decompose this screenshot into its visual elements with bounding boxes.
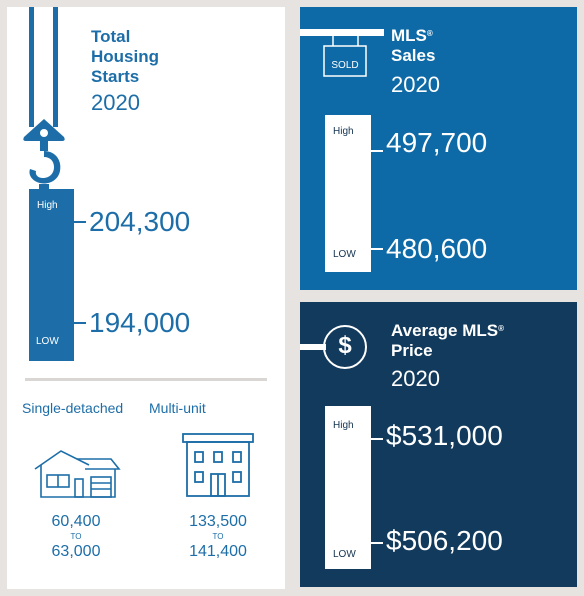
- housing-year: 2020: [91, 90, 140, 115]
- low-tick: [371, 248, 383, 250]
- high-tick: [371, 438, 383, 440]
- high-label: High: [333, 126, 354, 137]
- mls-sales-year: 2020: [391, 72, 440, 97]
- single-detached-label: Single-detached: [22, 400, 124, 416]
- mls-price-title: Average MLS® Price: [391, 321, 504, 360]
- housing-starts-panel: High LOW 204,300 194,000 Total Housing S…: [7, 7, 285, 589]
- price-high-value: $531,000: [386, 420, 503, 451]
- multi-unit-range: 133,500 TO 141,400: [189, 513, 247, 560]
- high-tick: [371, 150, 383, 152]
- single-detached-range: 60,400 TO 63,000: [51, 513, 101, 560]
- mls-price-year: 2020: [391, 366, 440, 391]
- housing-high-value: 204,300: [89, 206, 191, 237]
- low-label: LOW: [333, 549, 356, 560]
- high-label: High: [333, 420, 354, 431]
- sales-low-value: 480,600: [386, 233, 488, 264]
- mls-sales-title: MLS® Sales: [391, 26, 436, 65]
- sold-sign-icon: [300, 29, 384, 77]
- apartment-building-icon: [182, 433, 254, 497]
- house-icon: [34, 450, 121, 498]
- mls-price-panel: $ Average MLS® Price 2020 High LOW $531,…: [300, 302, 577, 587]
- crane-cables: [29, 7, 59, 127]
- dollar-symbol: $: [338, 332, 352, 359]
- sold-sign-text: SOLD: [331, 60, 359, 71]
- housing-low-value: 194,000: [89, 307, 191, 338]
- high-tick: [74, 221, 86, 223]
- low-label: LOW: [36, 336, 59, 347]
- divider: [25, 378, 267, 381]
- low-tick: [74, 322, 86, 324]
- sales-high-value: 497,700: [386, 127, 488, 158]
- price-low-value: $506,200: [386, 525, 503, 556]
- low-label: LOW: [333, 249, 356, 260]
- housing-range-bar: High LOW: [29, 189, 74, 361]
- sales-range-bar: High LOW: [325, 115, 371, 272]
- dollar-sign-icon: [300, 325, 367, 369]
- housing-title: Total Housing Starts: [91, 27, 159, 86]
- mls-sales-panel: SOLD MLS® Sales 2020 High LOW 497,700 48…: [300, 7, 577, 290]
- multi-unit-label: Multi-unit: [149, 400, 206, 416]
- low-tick: [371, 542, 383, 544]
- high-label: High: [37, 200, 58, 211]
- price-range-bar: High LOW: [325, 406, 371, 569]
